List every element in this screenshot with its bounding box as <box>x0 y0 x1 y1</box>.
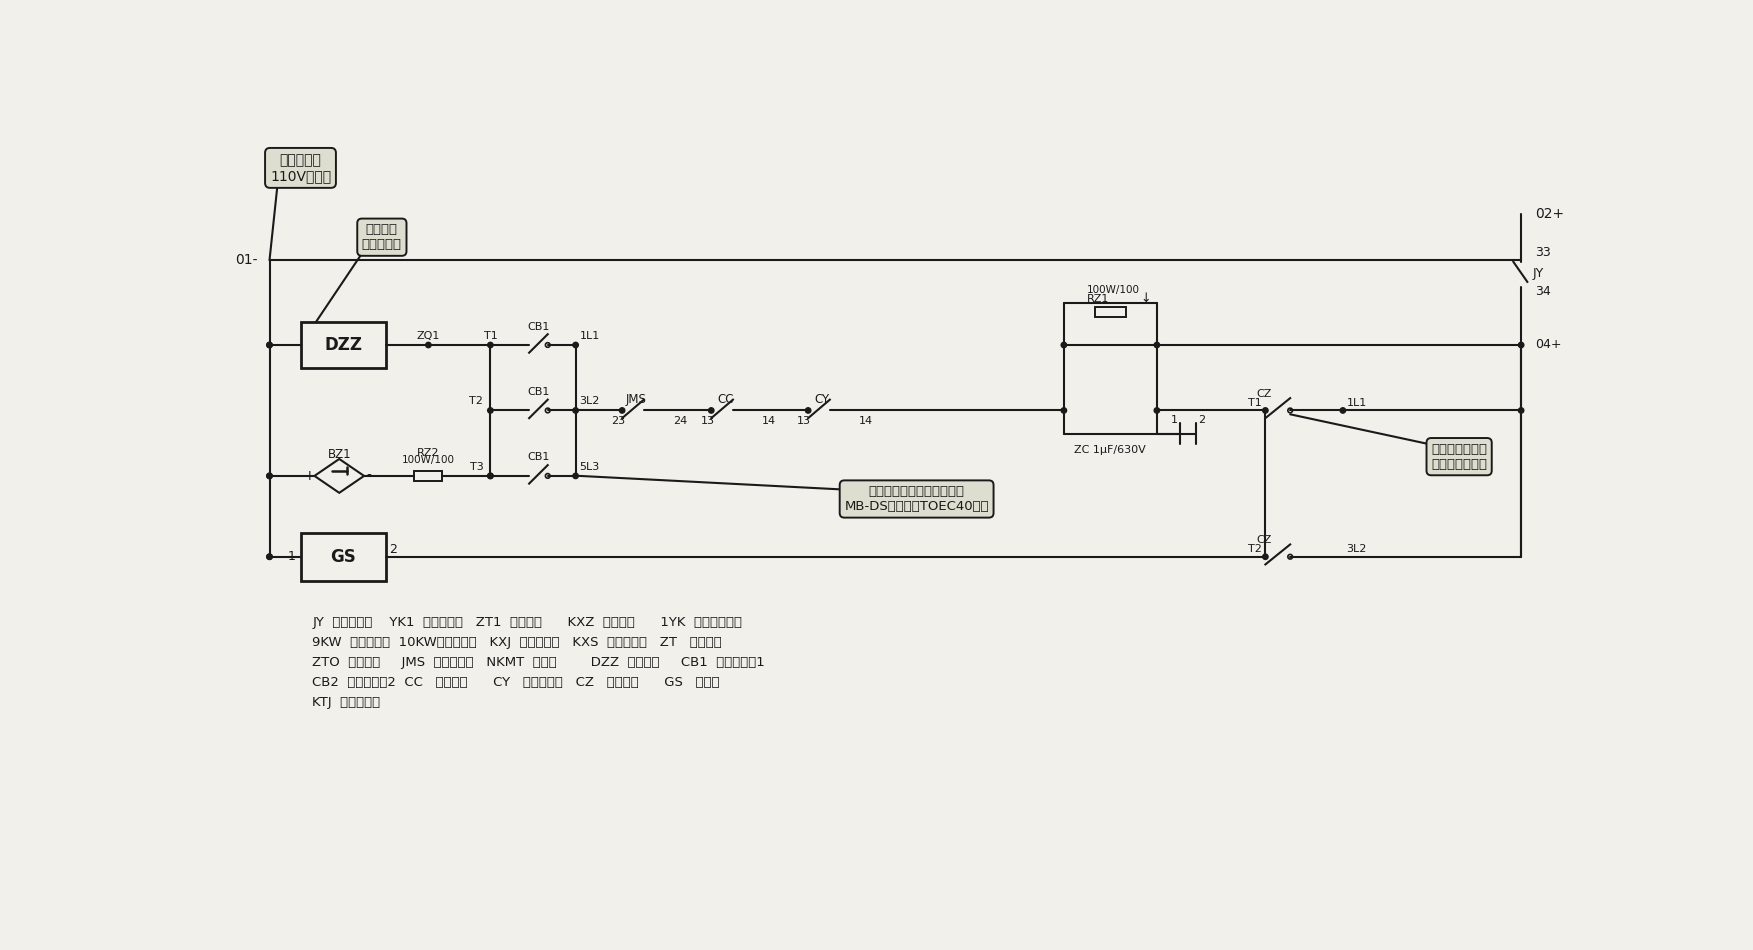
Text: CB1: CB1 <box>528 452 550 463</box>
Text: 14: 14 <box>859 416 873 427</box>
Text: T1: T1 <box>1248 398 1262 408</box>
Text: 有的电梯没有开关，如迅达
MB-DS，真的斯TOEC40等。: 有的电梯没有开关，如迅达 MB-DS，真的斯TOEC40等。 <box>845 485 989 513</box>
Text: CZ: CZ <box>1257 535 1271 544</box>
Text: 2: 2 <box>1199 415 1206 425</box>
Text: CC: CC <box>717 393 733 407</box>
Text: 13: 13 <box>701 416 715 427</box>
Bar <box>414 471 442 481</box>
Bar <box>300 322 386 368</box>
Text: 24: 24 <box>673 416 687 427</box>
Circle shape <box>1061 342 1066 348</box>
Text: GS: GS <box>330 548 356 566</box>
Text: T3: T3 <box>470 462 484 471</box>
Text: 2: 2 <box>389 542 398 556</box>
Text: 100W/100: 100W/100 <box>401 455 454 465</box>
Text: T2: T2 <box>1248 544 1262 554</box>
Text: 1L1: 1L1 <box>580 331 600 341</box>
Text: 1: 1 <box>1171 415 1178 425</box>
Bar <box>1096 307 1125 317</box>
Text: DZZ: DZZ <box>324 336 363 354</box>
Circle shape <box>266 473 272 479</box>
Text: 23: 23 <box>612 416 626 427</box>
Circle shape <box>266 342 272 348</box>
Circle shape <box>805 408 812 413</box>
Text: JMS: JMS <box>626 393 647 407</box>
Circle shape <box>573 408 578 413</box>
Text: +: + <box>303 469 316 483</box>
Circle shape <box>1153 408 1159 413</box>
Text: 04+: 04+ <box>1536 338 1562 352</box>
Text: 3L2: 3L2 <box>580 396 600 407</box>
Circle shape <box>1153 342 1159 348</box>
Bar <box>300 533 386 580</box>
Text: ↓: ↓ <box>1139 293 1150 305</box>
Circle shape <box>573 342 578 348</box>
Circle shape <box>1061 408 1066 413</box>
Circle shape <box>266 554 272 560</box>
Text: CY: CY <box>815 393 829 407</box>
Circle shape <box>708 408 713 413</box>
Text: -: - <box>366 469 372 483</box>
Text: RZ2: RZ2 <box>417 447 440 458</box>
Text: 接控制电源
110V的负极: 接控制电源 110V的负极 <box>270 153 331 183</box>
Circle shape <box>426 342 431 348</box>
Circle shape <box>1518 408 1523 413</box>
Text: T2: T2 <box>470 396 484 407</box>
Circle shape <box>1262 554 1267 560</box>
Text: ZTO  轿顶急停     JMS  门锁继电器   NKMT  厅门锁        DZZ  抱闸线圈     CB1  抱闸接触器1: ZTO 轿顶急停 JMS 门锁继电器 NKMT 厅门锁 DZZ 抱闸线圈 CB1… <box>312 656 764 669</box>
Circle shape <box>619 408 624 413</box>
Circle shape <box>266 342 272 348</box>
Circle shape <box>1518 342 1523 348</box>
Circle shape <box>266 473 272 479</box>
Text: 13: 13 <box>798 416 812 427</box>
Text: 33: 33 <box>1536 246 1551 259</box>
Text: 1L1: 1L1 <box>1346 398 1367 408</box>
Text: ZC 1μF/630V: ZC 1μF/630V <box>1075 446 1146 455</box>
Circle shape <box>487 473 493 479</box>
Text: CB1: CB1 <box>528 387 550 397</box>
Circle shape <box>487 342 493 348</box>
Text: BZ1: BZ1 <box>328 447 351 461</box>
Text: KTJ  安全窗开关: KTJ 安全窗开关 <box>312 695 380 709</box>
Circle shape <box>573 473 578 479</box>
Text: 1: 1 <box>287 550 295 563</box>
Text: 01-: 01- <box>235 254 258 267</box>
Text: 100W/100: 100W/100 <box>1087 285 1139 295</box>
Text: 34: 34 <box>1536 285 1551 297</box>
Text: 14: 14 <box>763 416 777 427</box>
Circle shape <box>487 408 493 413</box>
Text: CB2  抱闸接触器2  CC   主接触器      CY   辅助接触器   CZ   抱闸强激      GS   计数器: CB2 抱闸接触器2 CC 主接触器 CY 辅助接触器 CZ 抱闸强激 GS 计… <box>312 675 720 689</box>
Text: JY  电压继电器    YK1  控制柜急停   ZT1  底坑急停      KXZ  断绳保护      1YK  基站钥匙开关: JY 电压继电器 YK1 控制柜急停 ZT1 底坑急停 KXZ 断绳保护 1YK… <box>312 616 742 629</box>
Text: ZQ1: ZQ1 <box>417 331 440 341</box>
Text: 02+: 02+ <box>1536 207 1564 221</box>
Circle shape <box>1262 408 1267 413</box>
Text: CZ: CZ <box>1257 389 1271 398</box>
Text: 3L2: 3L2 <box>1346 544 1367 554</box>
Circle shape <box>487 473 493 479</box>
Text: 9KW  上极限开关  10KW下极限开关   KXJ  安全钳开关   KXS  限速器开关   ZT   轿厢急停: 9KW 上极限开关 10KW下极限开关 KXJ 安全钳开关 KXS 限速器开关 … <box>312 636 722 649</box>
Circle shape <box>266 554 272 560</box>
Text: 抱闸线圈
用方框表示: 抱闸线圈 用方框表示 <box>361 223 401 251</box>
Text: T1: T1 <box>484 331 498 341</box>
Text: 5L3: 5L3 <box>580 462 600 471</box>
Circle shape <box>1339 408 1346 413</box>
Text: 开闸瞬间吸合，
闸开完全后断开: 开闸瞬间吸合， 闸开完全后断开 <box>1430 443 1487 470</box>
Text: CB1: CB1 <box>528 321 550 332</box>
Text: JY: JY <box>1532 267 1544 280</box>
Text: RZ1: RZ1 <box>1087 294 1110 304</box>
